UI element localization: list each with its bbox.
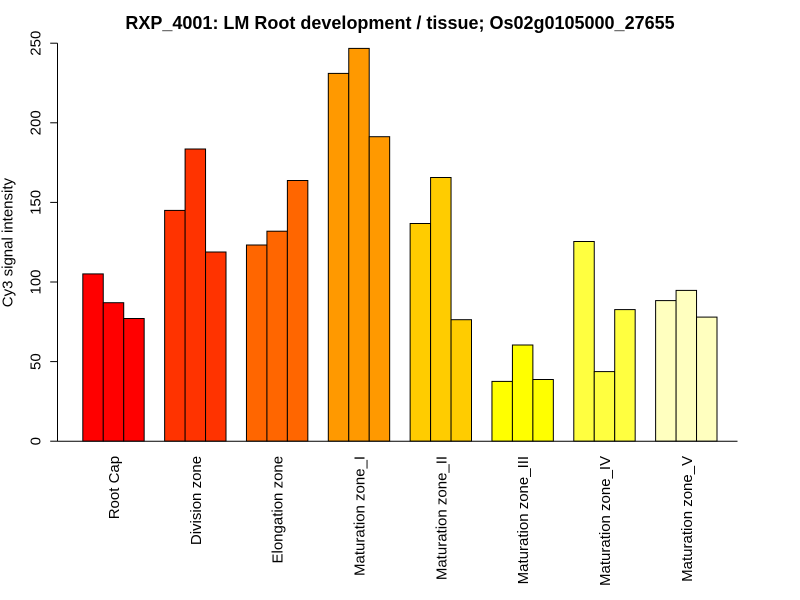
- svg-text:100: 100: [28, 269, 45, 294]
- svg-text:200: 200: [28, 110, 45, 135]
- svg-text:Maturation zone_III: Maturation zone_III: [515, 456, 532, 584]
- svg-text:150: 150: [28, 190, 45, 215]
- svg-text:Maturation zone_I: Maturation zone_I: [351, 456, 368, 576]
- svg-text:Maturation zone_II: Maturation zone_II: [433, 456, 450, 580]
- svg-text:0: 0: [28, 437, 45, 445]
- svg-text:RXP_4001: LM Root development: RXP_4001: LM Root development / tissue; …: [125, 13, 674, 33]
- svg-text:Maturation zone_IV: Maturation zone_IV: [597, 456, 614, 586]
- svg-text:50: 50: [28, 353, 45, 370]
- svg-text:Elongation zone: Elongation zone: [270, 456, 287, 564]
- svg-text:Root Cap: Root Cap: [106, 456, 123, 519]
- svg-text:Maturation zone_V: Maturation zone_V: [679, 456, 696, 582]
- svg-text:250: 250: [28, 31, 45, 56]
- svg-text:Division zone: Division zone: [188, 456, 205, 545]
- svg-text:Cy3 signal intensity: Cy3 signal intensity: [0, 177, 16, 307]
